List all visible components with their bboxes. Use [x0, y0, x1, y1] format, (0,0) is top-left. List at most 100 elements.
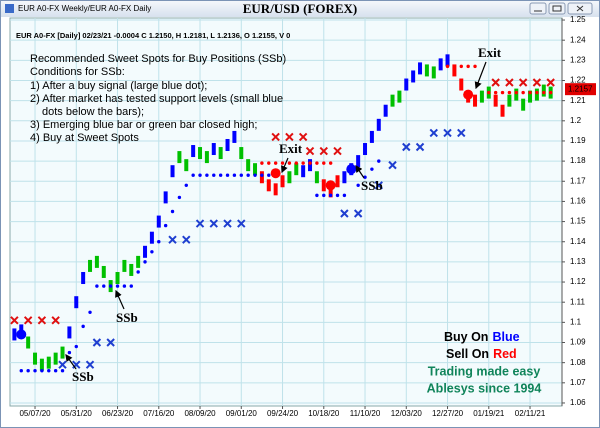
price-bar [452, 64, 457, 77]
price-bar [39, 358, 44, 371]
last-price-box [565, 83, 596, 96]
price-bar [521, 98, 526, 111]
price-bar [101, 265, 106, 278]
note: 4) Buy at Sweet Spots [30, 132, 139, 144]
level-dot [356, 183, 360, 187]
x-marker [223, 219, 232, 228]
chart-title: EUR/USD (FOREX) [243, 1, 357, 16]
level-dot [33, 369, 37, 373]
price-bar [369, 130, 374, 143]
price-bar [184, 159, 189, 172]
x-marker [505, 78, 514, 87]
level-dot [88, 310, 92, 314]
x-tick-label: 06/23/20 [102, 409, 134, 418]
maximize-button[interactable] [548, 2, 566, 15]
level-dot [95, 284, 99, 288]
last-price-label: 1.2157 [568, 84, 593, 93]
y-tick-label: 1.22 [570, 76, 586, 85]
price-bar [287, 171, 292, 184]
level-dot [445, 64, 450, 69]
x-marker [319, 146, 328, 156]
x-marker [402, 142, 411, 152]
x-marker [37, 316, 47, 325]
price-bar [507, 94, 512, 107]
x-tick-label: 08/09/20 [184, 409, 216, 418]
price-bar [404, 78, 409, 91]
price-bar [129, 263, 134, 276]
price-bar [170, 165, 175, 178]
y-tick-label: 1.07 [570, 378, 586, 387]
level-dot [493, 90, 498, 95]
signal-dot [463, 89, 474, 100]
brand-text: Sell On [446, 347, 489, 361]
level-dot [136, 270, 140, 274]
minimize-button[interactable] [529, 2, 547, 15]
price-bar [335, 175, 340, 188]
price-bar [479, 90, 484, 103]
level-dot [315, 161, 319, 165]
price-bar [149, 231, 154, 244]
brand-text: Blue [492, 330, 519, 344]
annotation: SSb [361, 178, 383, 193]
x-marker [271, 132, 280, 142]
x-marker [195, 219, 205, 228]
level-dot [459, 64, 463, 69]
x-marker [374, 181, 383, 190]
price-bar [356, 155, 361, 168]
y-tick-label: 1.1 [570, 317, 582, 326]
price-bar [143, 245, 148, 258]
y-tick-label: 1.12 [570, 277, 586, 286]
level-dot [115, 284, 120, 288]
level-dot [108, 284, 113, 288]
level-dot [218, 173, 223, 177]
level-dot [294, 161, 298, 165]
x-marker [182, 235, 191, 244]
x-tick-label: 05/07/20 [19, 409, 51, 418]
x-marker [23, 316, 33, 325]
y-tick-label: 1.09 [570, 338, 586, 347]
price-bar [445, 54, 450, 67]
level-dot [322, 193, 326, 198]
title-bar [1, 1, 599, 17]
x-marker [10, 316, 19, 325]
price-bar [26, 336, 31, 349]
brand-text: Buy On [444, 330, 488, 344]
level-dot [253, 173, 257, 177]
price-bar [67, 326, 72, 339]
level-dot [377, 159, 381, 163]
level-dot [548, 90, 553, 95]
x-marker [546, 78, 555, 87]
price-bar [390, 94, 395, 107]
y-tick-label: 1.08 [570, 358, 586, 367]
y-tick-label: 1.18 [570, 156, 586, 165]
x-marker [518, 78, 528, 87]
y-tick-label: 1.25 [570, 15, 586, 24]
price-bar [163, 191, 168, 204]
level-dot [535, 90, 539, 95]
y-tick-label: 1.16 [570, 197, 586, 206]
price-bar [431, 66, 436, 79]
price-bar [493, 94, 498, 107]
level-dot [328, 193, 333, 198]
level-dot [342, 193, 347, 198]
price-bar [156, 215, 161, 228]
level-dot [308, 161, 312, 165]
level-dot [122, 284, 127, 288]
window-buttons[interactable] [529, 2, 593, 15]
close-glyph [576, 5, 584, 12]
level-dot [542, 90, 546, 95]
x-tick-label: 12/27/20 [432, 409, 464, 418]
level-dot [301, 161, 305, 165]
x-marker [85, 360, 95, 369]
x-marker [532, 78, 542, 87]
price-bar [411, 70, 416, 83]
maximize-glyph [552, 5, 562, 12]
level-dot [60, 369, 65, 373]
annotations: SSb SSb SSb Exit Exit [65, 45, 502, 384]
price-bar [60, 346, 65, 359]
level-dot [528, 90, 532, 95]
x-tick-label: 02/11/21 [515, 409, 546, 418]
price-bar [74, 296, 79, 309]
signal-dot [346, 164, 357, 175]
price-bar [81, 272, 86, 285]
